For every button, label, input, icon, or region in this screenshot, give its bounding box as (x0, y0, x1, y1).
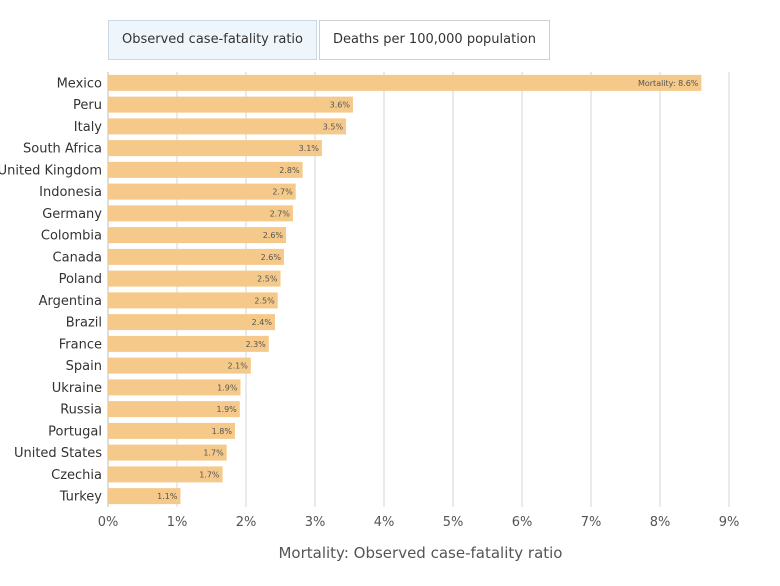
category-label: Brazil (66, 316, 102, 331)
data-label: 2.4% (252, 318, 273, 327)
data-label: 2.8% (279, 166, 300, 175)
data-label: 2.3% (245, 340, 266, 349)
bar (108, 248, 284, 265)
category-label: France (59, 337, 102, 352)
x-tick-label: 5% (443, 515, 464, 530)
data-label: 2.5% (254, 296, 275, 305)
data-label: 3.5% (323, 122, 344, 131)
category-label: Germany (42, 207, 102, 222)
bar (108, 96, 353, 113)
data-label: 1.9% (216, 405, 237, 414)
bar (108, 314, 275, 331)
x-tick-label: 3% (305, 515, 326, 530)
category-label: Turkey (59, 490, 103, 505)
bar (108, 183, 296, 200)
metric-tabs: Observed case-fatality ratio Deaths per … (108, 20, 550, 60)
category-label: Russia (60, 403, 102, 418)
category-label: Mexico (57, 76, 102, 91)
data-label: 2.1% (228, 362, 249, 371)
x-axis-title: Mortality: Observed case-fatality ratio (278, 544, 562, 562)
category-label: Poland (59, 272, 102, 287)
tab-case-fatality-ratio[interactable]: Observed case-fatality ratio (108, 20, 317, 60)
category-label: South Africa (23, 142, 102, 157)
bar (108, 205, 293, 222)
category-label: United States (14, 446, 102, 461)
data-label: 1.7% (203, 449, 224, 458)
category-label: Ukraine (52, 381, 102, 396)
x-tick-label: 8% (650, 515, 671, 530)
x-tick-label: 6% (512, 515, 533, 530)
data-label: Mortality: 8.6% (638, 79, 699, 88)
bar (108, 140, 322, 157)
bar (108, 401, 240, 418)
category-label: United Kingdom (0, 163, 102, 178)
category-label: Argentina (39, 294, 102, 309)
x-tick-label: 4% (374, 515, 395, 530)
x-tick-label: 0% (98, 515, 119, 530)
bar (108, 444, 227, 461)
data-label: 2.5% (257, 275, 278, 284)
data-label: 2.7% (272, 188, 293, 197)
bar (108, 292, 278, 309)
data-label: 2.7% (270, 209, 291, 218)
category-label: Portugal (48, 424, 102, 439)
x-tick-label: 2% (236, 515, 257, 530)
x-tick-label: 9% (719, 515, 740, 530)
data-label: 1.1% (157, 492, 178, 501)
bar (108, 379, 241, 396)
bar (108, 357, 251, 374)
data-label: 1.7% (199, 470, 220, 479)
category-label: Canada (53, 250, 102, 265)
bar (108, 161, 303, 178)
bar (108, 74, 702, 91)
bar (108, 118, 347, 135)
x-tick-label: 7% (581, 515, 602, 530)
category-label: Indonesia (39, 185, 102, 200)
data-label: 1.9% (217, 383, 238, 392)
bar (108, 466, 223, 483)
category-label: Spain (66, 359, 102, 374)
data-label: 3.6% (330, 101, 351, 110)
tab-deaths-per-100k[interactable]: Deaths per 100,000 population (318, 20, 550, 60)
bar (108, 488, 181, 505)
bar (108, 270, 281, 287)
category-label: Peru (73, 98, 102, 113)
x-tick-label: 1% (167, 515, 188, 530)
bar (108, 422, 235, 439)
bar (108, 227, 287, 244)
data-label: 1.8% (212, 427, 233, 436)
data-label: 3.1% (299, 144, 320, 153)
category-label: Czechia (51, 468, 102, 483)
category-label: Italy (74, 120, 103, 135)
bar (108, 335, 269, 352)
data-label: 2.6% (261, 253, 282, 262)
data-label: 2.6% (263, 231, 284, 240)
category-label: Colombia (41, 229, 102, 244)
